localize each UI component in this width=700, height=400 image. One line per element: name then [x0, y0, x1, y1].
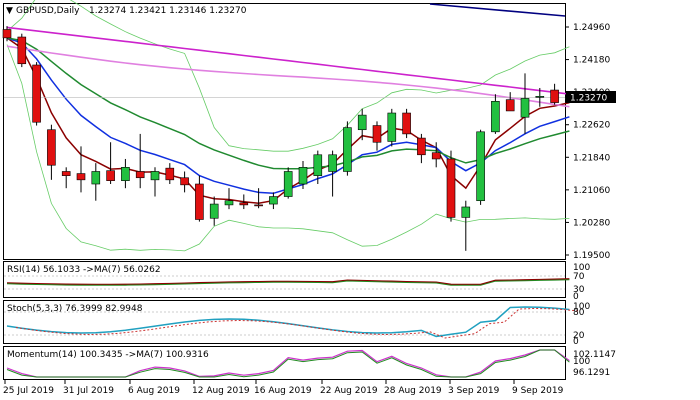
candle-body	[431, 152, 441, 160]
rsi-title: RSI(14) 56.1033 ->MA(7) 56.0262	[7, 265, 161, 275]
ma-magenta-line	[6, 26, 570, 95]
ohlc-values: 1.23274 1.23421 1.23146 1.23270	[89, 6, 247, 16]
candle-body	[165, 167, 175, 181]
candle-body	[150, 171, 160, 181]
symbol-title: GBPUSD,Daily	[16, 6, 80, 16]
candle-body	[446, 158, 456, 218]
candle-body	[47, 129, 56, 166]
ma-pink-line	[6, 45, 570, 108]
candle-body	[313, 154, 323, 176]
candle-body	[106, 170, 115, 181]
candle-body	[239, 202, 249, 206]
price-tick-label: 1.24180	[573, 56, 610, 66]
candle-body	[195, 183, 204, 220]
rsi-line	[6, 278, 570, 286]
candle-body	[135, 171, 145, 179]
stoch-level-label: 80	[573, 308, 585, 318]
candle-body	[17, 36, 27, 65]
rsi-level-label: 0	[573, 292, 579, 302]
lower-band-line	[6, 44, 570, 252]
price-tick-label: 1.21060	[573, 186, 610, 196]
price-tick-label: 1.20280	[573, 218, 610, 228]
momentum-level-label: 102.1147	[573, 350, 616, 360]
stoch-level-label: 0	[573, 337, 579, 347]
candle-body	[61, 171, 71, 176]
rsi-ma-line	[6, 279, 570, 286]
candle-body	[550, 89, 559, 103]
candle-body	[476, 131, 485, 202]
date-tick-label: 28 Aug 2019	[384, 386, 442, 396]
candle-body	[91, 171, 101, 185]
date-tick-label: 25 Jul 2019	[3, 386, 54, 396]
date-tick-label: 12 Aug 2019	[192, 386, 250, 396]
candle-body	[402, 112, 411, 135]
rsi-level-label: 30	[573, 285, 585, 295]
ma-navy-line	[429, 3, 566, 17]
date-tick-label: 3 Sep 2019	[448, 386, 500, 396]
rsi-level-label: 70	[573, 272, 585, 282]
current-price-label: 1.23270	[570, 94, 607, 104]
stoch-lines	[4, 306, 579, 339]
candle-body	[535, 96, 545, 98]
candle-body	[357, 114, 367, 131]
candle-body	[298, 167, 308, 185]
date-tick-label: 9 Sep 2019	[512, 386, 564, 396]
stoch-title: Stoch(5,3,3) 76.3999 82.9948	[7, 304, 143, 314]
candle-body	[343, 127, 352, 172]
rsi-lines	[4, 275, 570, 290]
date-tick-label: 16 Aug 2019	[254, 386, 312, 396]
candle-body	[2, 29, 12, 39]
momentum-lines	[6, 349, 570, 378]
candle-body	[328, 154, 337, 172]
candle-body	[372, 125, 382, 143]
candle-body	[269, 196, 278, 205]
date-tick-label: 6 Aug 2019	[128, 386, 180, 396]
rsi-panel-frame	[3, 261, 566, 298]
price-tick-label: 1.19500	[573, 251, 610, 261]
candle-body	[505, 99, 515, 112]
candles	[2, 26, 574, 251]
stoch-panel-frame	[3, 300, 566, 344]
main-panel-frame	[3, 3, 566, 260]
candle-body	[121, 167, 130, 181]
momentum-panel-frame	[3, 346, 566, 380]
price-tick-label: 1.21840	[573, 153, 610, 163]
candle-body	[387, 112, 397, 142]
candle-body	[254, 204, 263, 207]
stoch-level-label: 20	[573, 331, 585, 341]
candle-body	[461, 206, 471, 218]
candle-body	[520, 98, 530, 118]
price-tick-label: 1.22620	[573, 121, 610, 131]
candle-body	[180, 177, 189, 186]
stoch-level-label: 100	[573, 302, 590, 312]
candle-body	[76, 173, 86, 181]
price-tick-label: 1.24960	[573, 23, 610, 33]
header-arrow-icon: ▼	[6, 6, 13, 16]
momentum-level-label: 96.1291	[573, 368, 610, 378]
momentum-title: Momentum(14) 100.3435 ->MA(7) 100.9316	[7, 350, 209, 360]
candle-body	[283, 171, 293, 197]
momentum-level-label: 100	[573, 357, 590, 367]
current-price-tag	[566, 91, 616, 103]
rsi-level-label: 100	[573, 263, 590, 273]
candle-body	[209, 203, 219, 219]
candle-body	[491, 101, 500, 133]
candle-body	[32, 64, 41, 123]
date-tick-label: 31 Jul 2019	[63, 386, 114, 396]
candle-body	[417, 137, 426, 156]
upper-band-line	[6, 0, 570, 152]
date-tick-label: 22 Aug 2019	[320, 386, 378, 396]
candle-body	[224, 200, 234, 206]
momentum-ma-line	[6, 349, 570, 378]
